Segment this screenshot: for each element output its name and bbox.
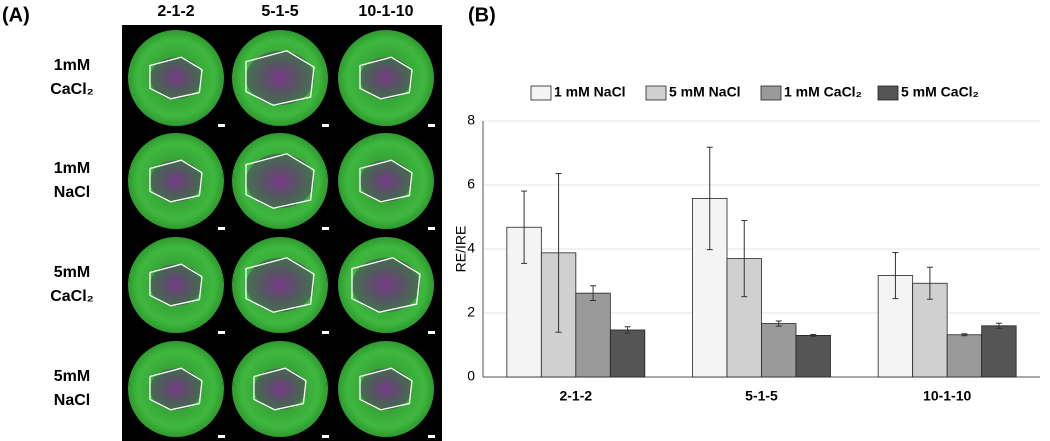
outline [359,56,413,100]
nucleus [246,257,314,313]
outline [359,367,413,411]
outline [149,263,203,307]
y-tick-label: 0 [467,368,475,384]
nucleus [150,264,202,306]
nucleus [352,257,420,313]
row-label: CaCl₂ [50,81,94,98]
error-bar [926,266,933,300]
x-tick-label: 5-1-5 [745,388,778,404]
nucleus [150,57,202,99]
panel-label: (A) [2,4,30,26]
legend-label: 5 mM NaCl [669,84,741,100]
error-bar [521,190,528,264]
scale-bar [218,227,225,230]
scale-bar [322,331,329,334]
scale-bar [218,331,225,334]
scale-bar [428,227,435,230]
bar [981,325,1017,378]
nucleus [246,50,314,106]
y-axis-label: RE/IRE [453,226,469,273]
row-label: CaCl₂ [50,288,94,305]
error-bar [775,320,782,327]
nucleus [360,160,412,202]
legend-swatch [760,85,782,101]
row-label: NaCl [54,392,90,409]
error-bar [892,252,899,300]
bar [761,323,797,378]
column-label: 5-1-5 [261,3,298,20]
error-bar [555,172,562,333]
legend-swatch [877,85,899,101]
scale-bar [218,124,225,127]
row-label: NaCl [54,184,90,201]
legend-label: 1 mM NaCl [554,84,626,100]
y-tick-label: 8 [467,112,475,128]
bar [946,334,983,378]
error-bar [624,326,631,334]
legend-swatch [645,85,667,101]
x-tick-label: 2-1-2 [559,388,592,404]
y-tick-label: 6 [467,176,475,192]
scale-bar [428,331,435,334]
error-bar [706,146,713,251]
error-bar [741,220,748,298]
legend-label: 5 mM CaCl₂ [901,84,979,100]
row-label: 1mM [54,160,90,177]
y-tick-label: 2 [467,304,475,320]
outline [149,159,203,203]
bar [795,334,831,378]
legend-label: 1 mM CaCl₂ [784,84,862,100]
bar [609,329,646,378]
outline [351,257,421,313]
scale-bar [322,227,329,230]
error-bar [590,285,597,302]
scale-bar [218,435,225,438]
x-tick-label: 10-1-10 [923,388,971,404]
nucleus [150,368,202,410]
nucleus [246,153,314,209]
outline [149,56,203,100]
outline [359,159,413,203]
outline [245,50,315,106]
nucleus [254,368,306,410]
error-bar [961,333,968,337]
panel-label: (B) [468,4,496,26]
column-label: 2-1-2 [157,3,194,20]
nucleus [360,57,412,99]
row-label: 5mM [54,264,90,281]
outline [245,153,315,209]
outline [245,257,315,313]
bar [575,292,611,378]
scale-bar [428,435,435,438]
outline [149,367,203,411]
error-bar [810,333,817,337]
scale-bar [322,435,329,438]
nucleus [150,160,202,202]
y-tick-label: 4 [467,240,475,256]
nucleus [360,368,412,410]
error-bar [995,322,1002,329]
row-label: 5mM [54,368,90,385]
scale-bar [322,124,329,127]
scale-bar [428,124,435,127]
legend-swatch [530,85,552,101]
row-label: 1mM [54,57,90,74]
column-label: 10-1-10 [358,3,413,20]
outline [253,367,307,411]
